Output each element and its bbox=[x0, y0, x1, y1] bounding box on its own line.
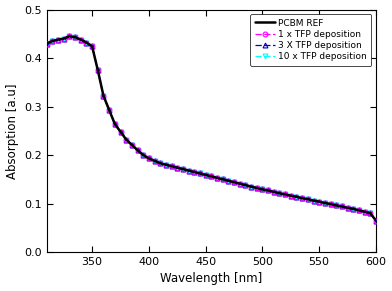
PCBM REF bbox=[374, 219, 378, 222]
3 X TFP deposition bbox=[101, 94, 106, 97]
1 x TFP deposition bbox=[84, 41, 89, 44]
10 x TFP deposition bbox=[220, 178, 225, 181]
1 x TFP deposition bbox=[135, 148, 140, 152]
10 x TFP deposition bbox=[374, 219, 378, 222]
10 x TFP deposition bbox=[84, 41, 89, 44]
Legend: PCBM REF, 1 x TFP deposition, 3 X TFP deposition, 10 x TFP deposition: PCBM REF, 1 x TFP deposition, 3 X TFP de… bbox=[250, 14, 372, 66]
3 X TFP deposition bbox=[220, 178, 225, 181]
1 x TFP deposition bbox=[56, 38, 60, 41]
1 x TFP deposition bbox=[289, 194, 293, 198]
1 x TFP deposition bbox=[101, 94, 106, 97]
PCBM REF bbox=[289, 194, 293, 198]
10 x TFP deposition bbox=[44, 42, 49, 45]
PCBM REF bbox=[44, 42, 49, 45]
10 x TFP deposition bbox=[56, 38, 60, 41]
Y-axis label: Absorption [a.u]: Absorption [a.u] bbox=[5, 83, 18, 179]
3 X TFP deposition bbox=[56, 38, 60, 41]
1 x TFP deposition bbox=[67, 34, 72, 38]
3 X TFP deposition bbox=[374, 219, 378, 222]
1 x TFP deposition bbox=[220, 178, 225, 181]
10 x TFP deposition bbox=[289, 194, 293, 198]
1 x TFP deposition bbox=[374, 219, 378, 222]
Line: PCBM REF: PCBM REF bbox=[47, 36, 376, 221]
PCBM REF bbox=[101, 94, 106, 97]
3 X TFP deposition bbox=[289, 194, 293, 198]
3 X TFP deposition bbox=[135, 148, 140, 152]
3 X TFP deposition bbox=[84, 41, 89, 44]
X-axis label: Wavelength [nm]: Wavelength [nm] bbox=[160, 272, 263, 285]
10 x TFP deposition bbox=[67, 34, 72, 38]
Line: 10 x TFP deposition: 10 x TFP deposition bbox=[44, 34, 378, 223]
PCBM REF bbox=[84, 41, 89, 44]
PCBM REF bbox=[220, 178, 225, 181]
PCBM REF bbox=[135, 148, 140, 152]
10 x TFP deposition bbox=[101, 94, 106, 97]
PCBM REF bbox=[56, 38, 60, 41]
3 X TFP deposition bbox=[67, 34, 72, 38]
1 x TFP deposition bbox=[44, 42, 49, 45]
Line: 3 X TFP deposition: 3 X TFP deposition bbox=[44, 34, 378, 223]
Line: 1 x TFP deposition: 1 x TFP deposition bbox=[44, 34, 378, 223]
PCBM REF bbox=[67, 34, 72, 38]
10 x TFP deposition bbox=[135, 148, 140, 152]
3 X TFP deposition bbox=[44, 42, 49, 45]
